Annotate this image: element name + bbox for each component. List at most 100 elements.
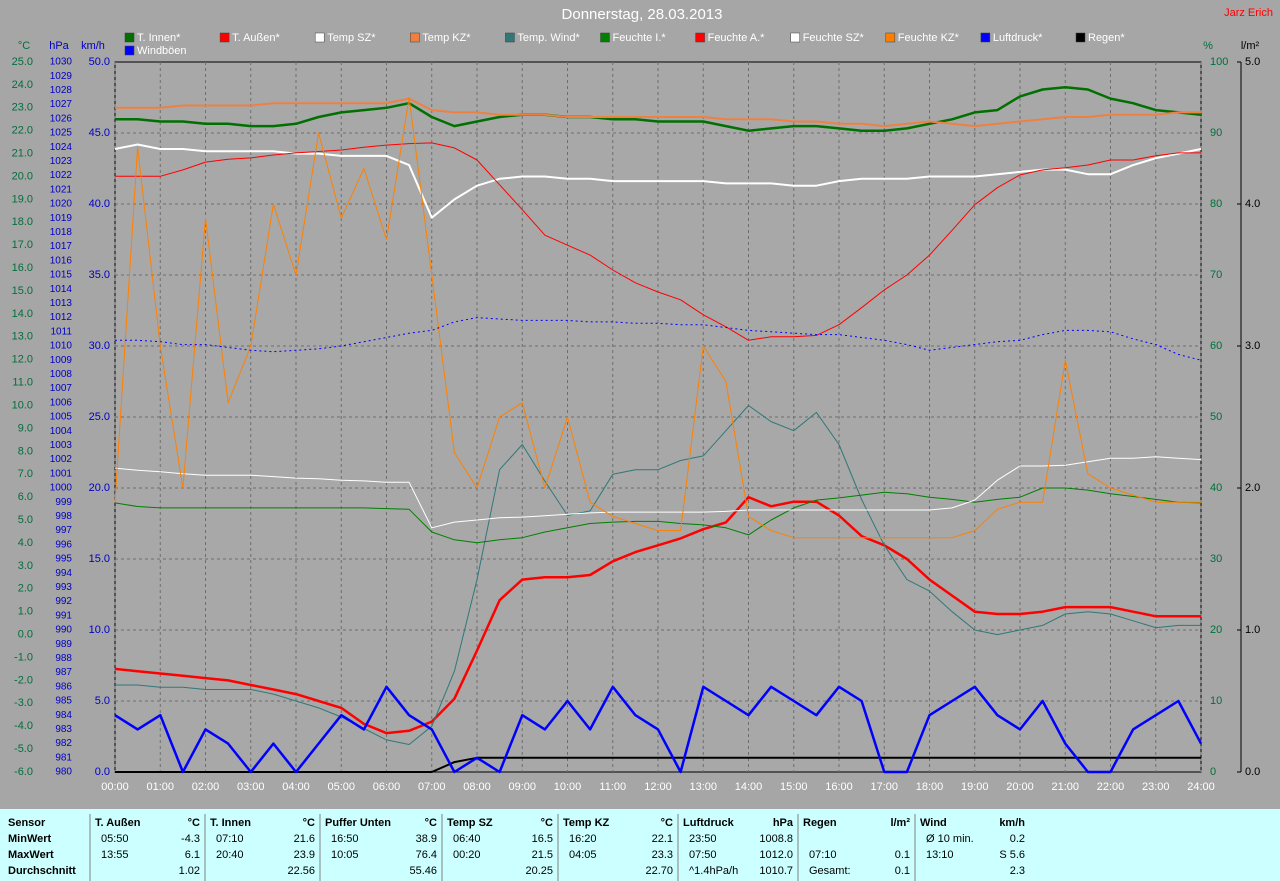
y-tick-label: -1.0 bbox=[14, 651, 33, 663]
y-tick-label: 16.0 bbox=[12, 262, 33, 274]
legend-label: Temp SZ* bbox=[327, 32, 376, 44]
y-tick-label: 10.0 bbox=[12, 399, 33, 411]
x-tick-label: 21:00 bbox=[1051, 781, 1079, 793]
y-tick-label: 986 bbox=[55, 681, 72, 692]
y-tick-label: 1016 bbox=[50, 255, 73, 266]
x-tick-label: 16:00 bbox=[825, 781, 853, 793]
y-tick-label: 0.0 bbox=[18, 628, 33, 640]
y-tick-label: 1012 bbox=[50, 312, 73, 323]
stats-value: 21.6 bbox=[294, 833, 315, 845]
x-tick-label: 03:00 bbox=[237, 781, 265, 793]
chart-title: Donnerstag, 28.03.2013 bbox=[562, 6, 723, 23]
stats-value: 1008.8 bbox=[759, 833, 793, 845]
x-tick-label: 14:00 bbox=[735, 781, 763, 793]
legend-label: Feuchte KZ* bbox=[898, 32, 960, 44]
stats-time: 07:10 bbox=[216, 833, 244, 845]
y-tick-label: 100 bbox=[1210, 56, 1228, 68]
y-tick-label: 30.0 bbox=[89, 340, 110, 352]
y-tick-label: 2.0 bbox=[1245, 482, 1260, 494]
x-tick-label: 05:00 bbox=[327, 781, 355, 793]
stats-value: 22.56 bbox=[287, 865, 315, 877]
x-tick-label: 09:00 bbox=[508, 781, 536, 793]
stats-header: Wind bbox=[920, 817, 947, 829]
y-tick-label: 1019 bbox=[50, 213, 73, 224]
y-tick-label: 1021 bbox=[50, 184, 73, 195]
stats-unit: °C bbox=[541, 817, 553, 829]
stats-time: 13:55 bbox=[101, 849, 129, 861]
legend-label: Luftdruck* bbox=[993, 32, 1043, 44]
author: Jarz Erich bbox=[1224, 7, 1273, 19]
stats-time: 00:20 bbox=[453, 849, 481, 861]
stats-time: 13:10 bbox=[926, 849, 954, 861]
x-tick-label: 24:00 bbox=[1187, 781, 1215, 793]
x-tick-label: 18:00 bbox=[916, 781, 944, 793]
x-tick-label: 11:00 bbox=[599, 781, 626, 793]
series-line bbox=[114, 456, 1202, 529]
y-tick-label: 1002 bbox=[50, 454, 73, 465]
stats-header: T. Außen bbox=[95, 817, 141, 829]
legend-label: Feuchte SZ* bbox=[803, 32, 865, 44]
stats-time: 10:05 bbox=[331, 849, 359, 861]
y-tick-label: 25.0 bbox=[12, 56, 33, 68]
y-tick-label: 23.0 bbox=[12, 102, 33, 114]
stats-header: Puffer Unten bbox=[325, 817, 391, 829]
y-tick-label: 1029 bbox=[50, 71, 73, 82]
series-line bbox=[115, 97, 1201, 128]
y-tick-label: 1025 bbox=[50, 128, 73, 139]
x-tick-label: 01:00 bbox=[146, 781, 174, 793]
y-tick-label: 8.0 bbox=[18, 445, 33, 457]
y-tick-label: 1.0 bbox=[18, 606, 33, 618]
y-tick-label: 1020 bbox=[50, 199, 73, 210]
y-tick-label: 987 bbox=[55, 667, 72, 678]
stats-unit: °C bbox=[425, 817, 437, 829]
y-tick-label: 9.0 bbox=[18, 422, 33, 434]
y-tick-label: 70 bbox=[1210, 269, 1222, 281]
stats-value: 1010.7 bbox=[759, 865, 793, 877]
legend-label: Regen* bbox=[1088, 32, 1125, 44]
series-line bbox=[115, 142, 1201, 341]
y-tick-label: 999 bbox=[55, 497, 72, 508]
series-line bbox=[114, 685, 1203, 774]
y-tick-label: 1014 bbox=[50, 284, 73, 295]
y-tick-label: 1017 bbox=[50, 241, 73, 252]
y-tick-label: -4.0 bbox=[14, 720, 33, 732]
stats-time: Gesamt: bbox=[809, 865, 851, 877]
y-tick-label: 1.0 bbox=[1245, 624, 1260, 636]
legend-marker bbox=[219, 32, 230, 43]
legend-marker bbox=[1075, 32, 1086, 43]
y-tick-label: 2.0 bbox=[18, 583, 33, 595]
stats-value: 0.1 bbox=[895, 849, 910, 861]
y-tick-label: 90 bbox=[1210, 127, 1222, 139]
y-tick-label: -3.0 bbox=[14, 697, 33, 709]
y-tick-label: 20.0 bbox=[12, 170, 33, 182]
y-tick-label: 1004 bbox=[50, 426, 73, 437]
y-tick-label: 1013 bbox=[50, 298, 73, 309]
stats-unit: hPa bbox=[773, 817, 794, 829]
legend-marker bbox=[885, 32, 896, 43]
y-tick-label: 984 bbox=[55, 710, 72, 721]
y-tick-label: 1027 bbox=[50, 99, 73, 110]
y-tick-label: 1003 bbox=[50, 440, 73, 451]
x-tick-label: 07:00 bbox=[418, 781, 446, 793]
y-tick-label: 6.0 bbox=[18, 491, 33, 503]
y-tick-label: 20.0 bbox=[89, 482, 110, 494]
y-tick-label: 3.0 bbox=[1245, 340, 1260, 352]
x-tick-label: 15:00 bbox=[780, 781, 808, 793]
legend-marker bbox=[410, 32, 420, 43]
y-tick-label: 995 bbox=[55, 554, 72, 565]
x-tick-label: 20:00 bbox=[1006, 781, 1034, 793]
stats-value: 23.9 bbox=[294, 849, 315, 861]
legend-label: Feuchte I.* bbox=[613, 32, 667, 44]
y-tick-label: 45.0 bbox=[89, 127, 110, 139]
y-tick-label: 996 bbox=[55, 539, 72, 550]
stats-value: 6.1 bbox=[185, 849, 200, 861]
stats-value: 76.4 bbox=[416, 849, 437, 861]
y-tick-label: 5.0 bbox=[1245, 56, 1260, 68]
y-tick-label: 982 bbox=[55, 738, 72, 749]
y-tick-label: 15.0 bbox=[89, 553, 110, 565]
y-tick-label: 50 bbox=[1210, 411, 1222, 423]
legend-label: Windböen bbox=[137, 45, 187, 57]
y-tick-label: 80 bbox=[1210, 198, 1222, 210]
